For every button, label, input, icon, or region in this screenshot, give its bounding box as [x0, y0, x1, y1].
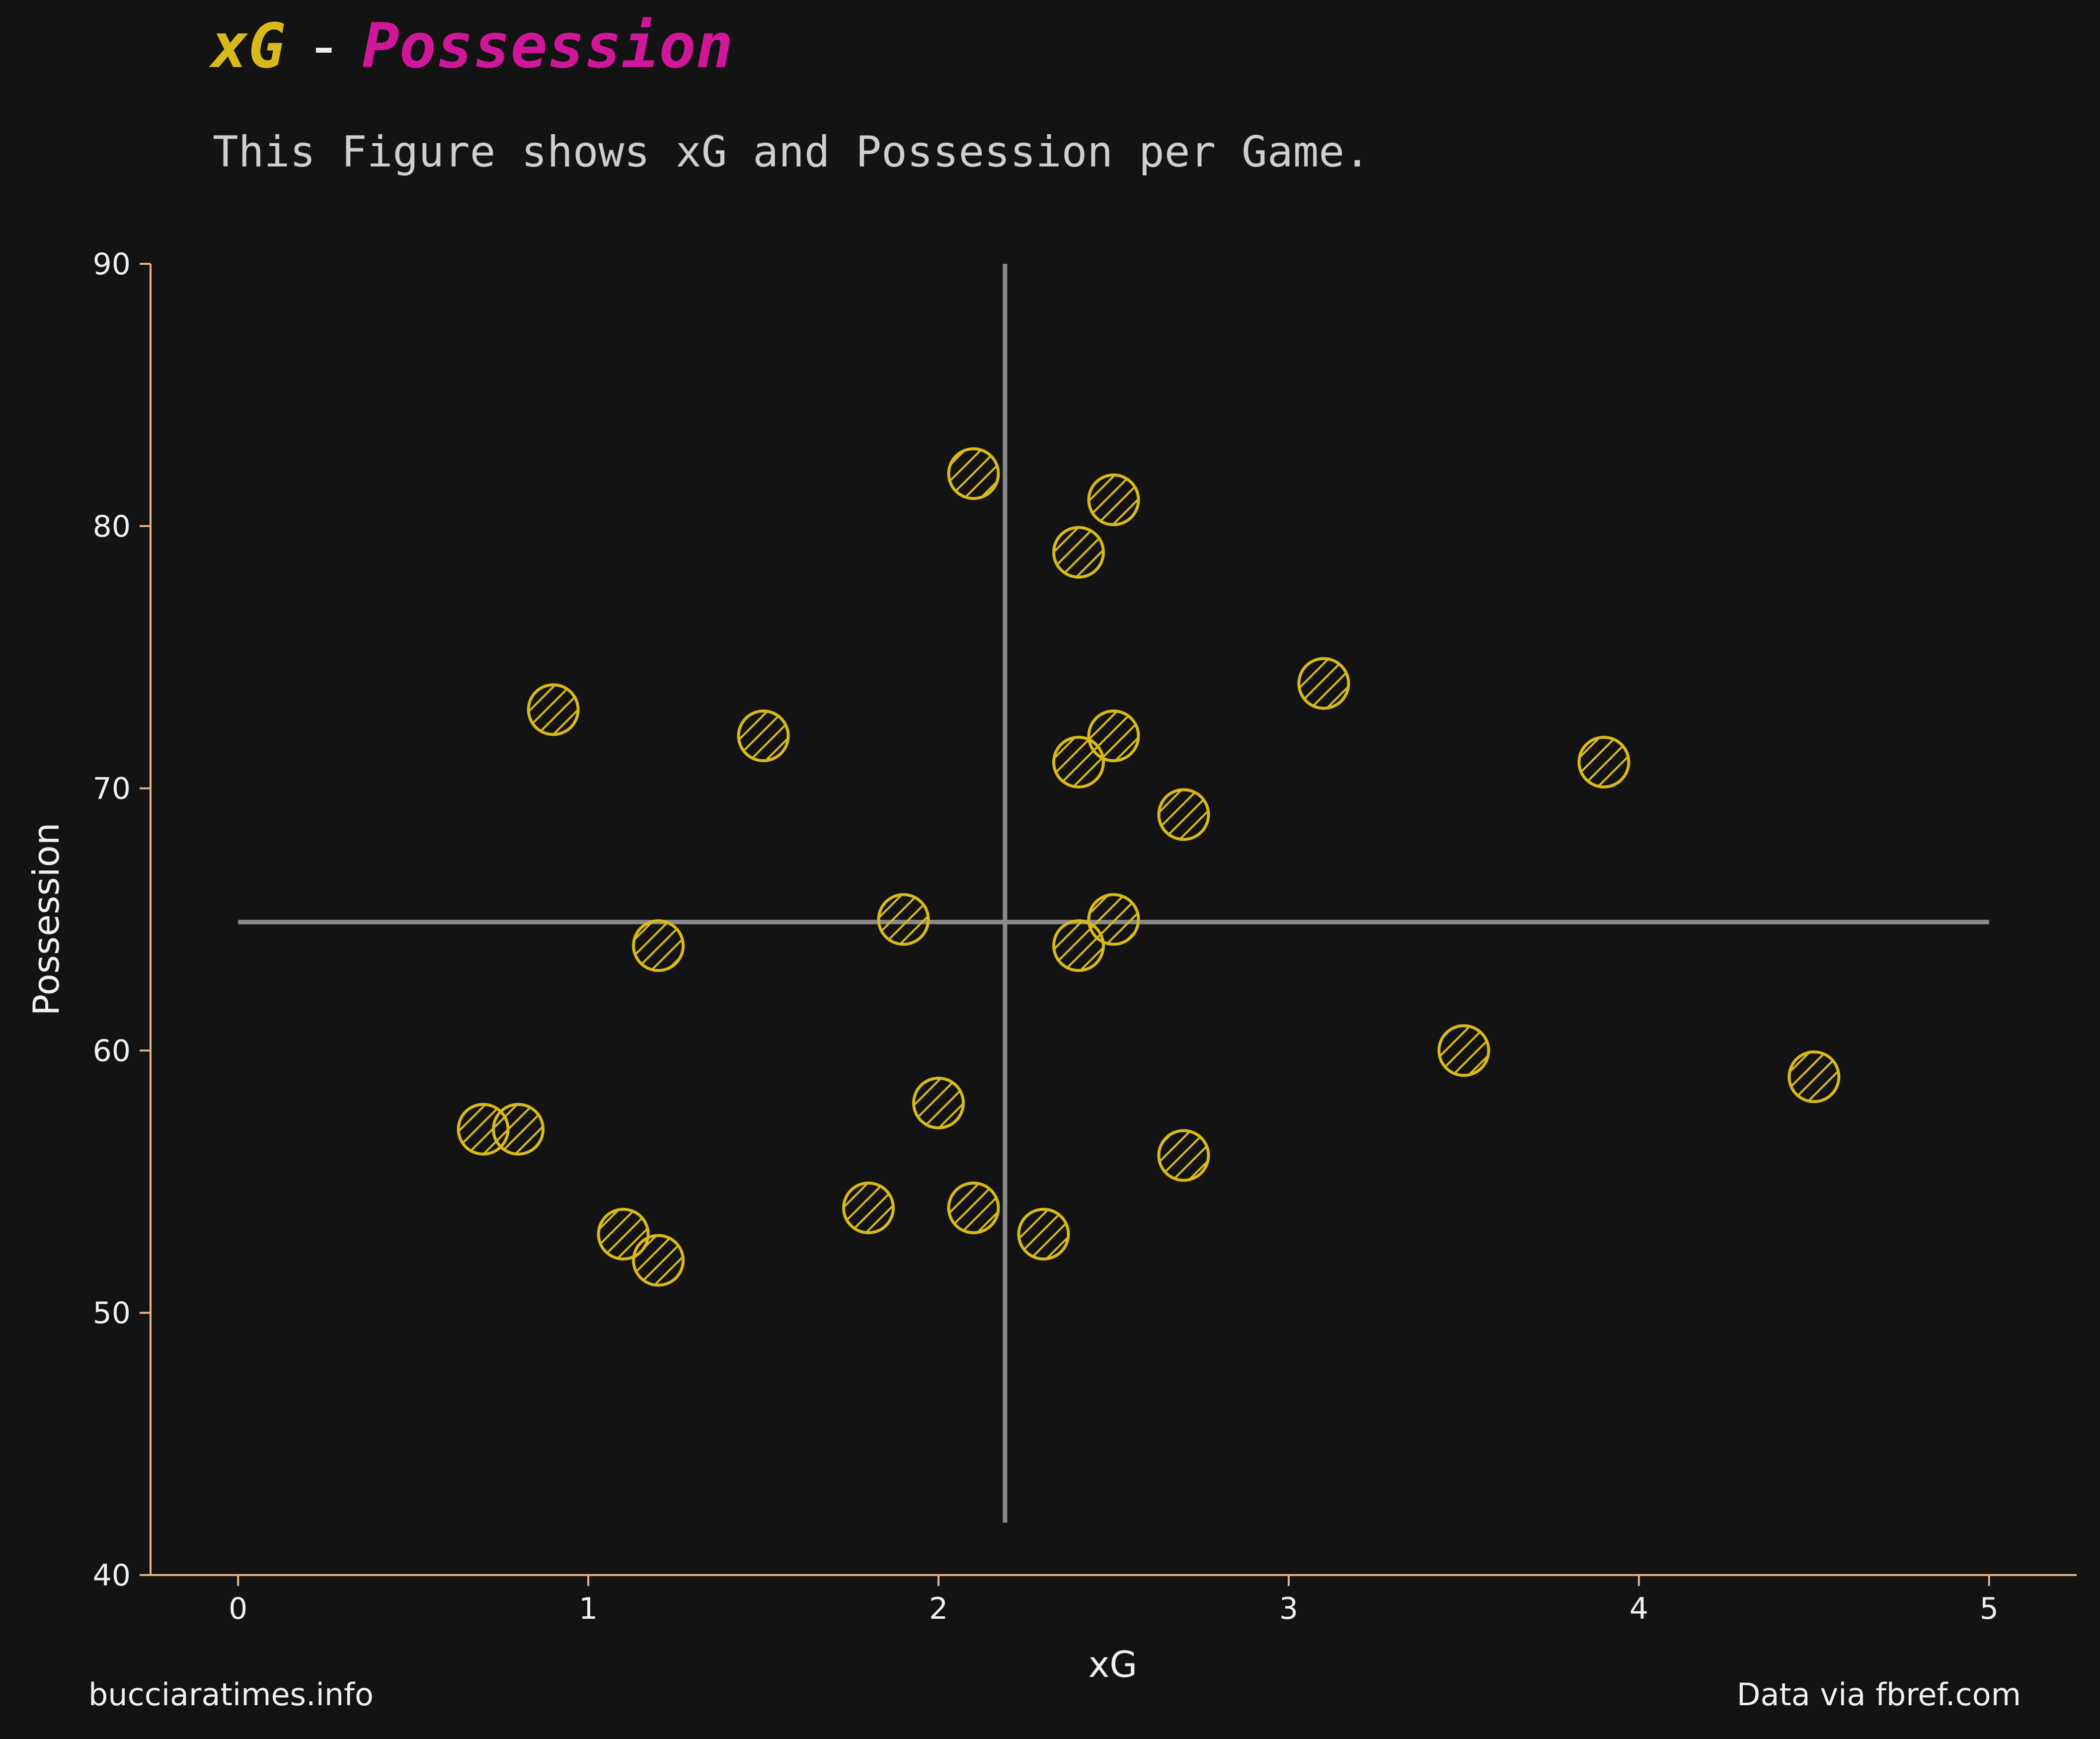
- x-tick-label: 5: [1980, 1591, 1999, 1626]
- data-point: [527, 683, 580, 736]
- data-point: [877, 893, 930, 946]
- data-point: [1157, 1129, 1210, 1182]
- data-point: [492, 1103, 545, 1156]
- data-point: [597, 1207, 650, 1261]
- data-point: [632, 1234, 685, 1287]
- scatter-points: [457, 447, 1841, 1287]
- x-tick-label: 3: [1279, 1591, 1298, 1626]
- chart-title: xG - Possession: [209, 10, 733, 82]
- y-axis-ticks: 40 50 60 70 80 90: [93, 247, 151, 1593]
- data-point: [947, 447, 1000, 500]
- data-point: [1052, 526, 1105, 579]
- data-point: [1157, 788, 1210, 841]
- data-point: [1017, 1207, 1070, 1261]
- y-tick-label: 90: [93, 247, 131, 282]
- data-point: [1087, 710, 1140, 763]
- data-point: [1437, 1024, 1490, 1077]
- data-point: [1087, 893, 1140, 946]
- data-point: [1788, 1050, 1841, 1104]
- data-point: [1052, 735, 1105, 789]
- y-tick-label: 80: [93, 509, 131, 544]
- y-tick-label: 50: [93, 1296, 131, 1331]
- y-tick-label: 70: [93, 772, 131, 806]
- title-xg: xG: [209, 10, 285, 82]
- x-axis-label: xG: [1089, 1644, 1137, 1685]
- footer-source: Data via fbref.com: [1737, 1676, 2021, 1713]
- x-tick-label: 1: [579, 1591, 598, 1626]
- y-axis-label: Possession: [25, 823, 67, 1016]
- y-tick-label: 60: [93, 1033, 131, 1068]
- data-point: [1577, 735, 1631, 789]
- y-tick-label: 40: [93, 1558, 131, 1593]
- title-possession: Possession: [362, 10, 733, 82]
- data-point: [632, 919, 685, 972]
- data-point: [842, 1182, 895, 1235]
- data-point: [1052, 919, 1105, 972]
- footer-site: bucciaratimes.info: [88, 1676, 374, 1713]
- x-axis-ticks: 0 1 2 3 4 5: [229, 1575, 1999, 1626]
- x-tick-label: 0: [229, 1591, 247, 1626]
- data-point: [737, 710, 790, 763]
- data-point: [947, 1182, 1000, 1235]
- x-tick-label: 2: [929, 1591, 948, 1626]
- chart-subtitle: This Figure shows xG and Possession per …: [213, 127, 1370, 177]
- data-point: [1087, 474, 1140, 527]
- x-tick-label: 4: [1630, 1591, 1648, 1626]
- data-point: [1297, 657, 1350, 710]
- data-point: [912, 1076, 965, 1129]
- title-separator: -: [305, 10, 342, 82]
